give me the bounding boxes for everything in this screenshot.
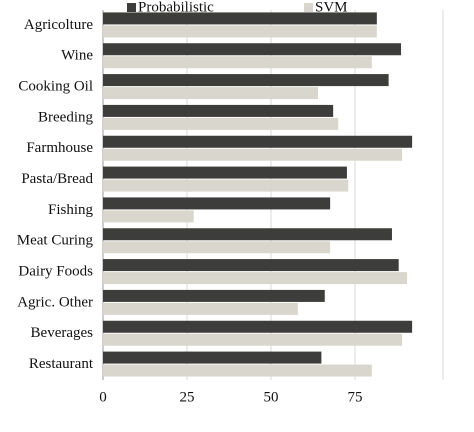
legend-swatch (304, 3, 313, 12)
bar (103, 117, 339, 130)
bar (103, 197, 331, 210)
y-tick-label: Meat Curing (17, 233, 94, 249)
y-tick-label: Restaurant (29, 356, 94, 372)
bar (103, 179, 349, 192)
x-tick-label: 50 (264, 389, 279, 405)
bar (103, 104, 334, 117)
y-tick-label: Wine (61, 48, 93, 64)
bar (103, 210, 194, 223)
bar (103, 87, 319, 100)
y-tick-label: Agricolture (24, 17, 93, 33)
x-tick-label: 75 (348, 389, 363, 405)
bar (103, 25, 377, 38)
bar (103, 12, 377, 25)
bar (103, 272, 408, 285)
y-tick-label: Breeding (38, 109, 93, 125)
bar (103, 351, 322, 364)
x-tick-label: 0 (99, 389, 107, 405)
y-tick-label: Fishing (48, 202, 94, 218)
bar (103, 166, 347, 179)
bar (103, 302, 298, 315)
bar (103, 228, 392, 241)
bar (103, 56, 372, 69)
bar (103, 259, 399, 272)
y-tick-label: Farmhouse (26, 140, 93, 156)
bar (103, 148, 403, 161)
bar (103, 135, 413, 148)
x-tick-label: 25 (180, 389, 195, 405)
bar (103, 74, 389, 87)
legend-swatch (127, 3, 136, 12)
legend-label: SVM (315, 0, 348, 15)
y-tick-label: Agric. Other (17, 294, 93, 310)
y-tick-label: Pasta/Bread (21, 171, 93, 187)
bar (103, 364, 372, 377)
bar (103, 43, 402, 56)
legend-label: Probabilistic (138, 0, 214, 15)
bar (103, 320, 413, 333)
bar (103, 241, 331, 254)
bar (103, 289, 325, 302)
y-tick-label: Dairy Foods (18, 264, 93, 280)
y-tick-label: Beverages (31, 325, 94, 341)
bar (103, 333, 403, 346)
y-tick-label: Cooking Oil (18, 79, 93, 95)
